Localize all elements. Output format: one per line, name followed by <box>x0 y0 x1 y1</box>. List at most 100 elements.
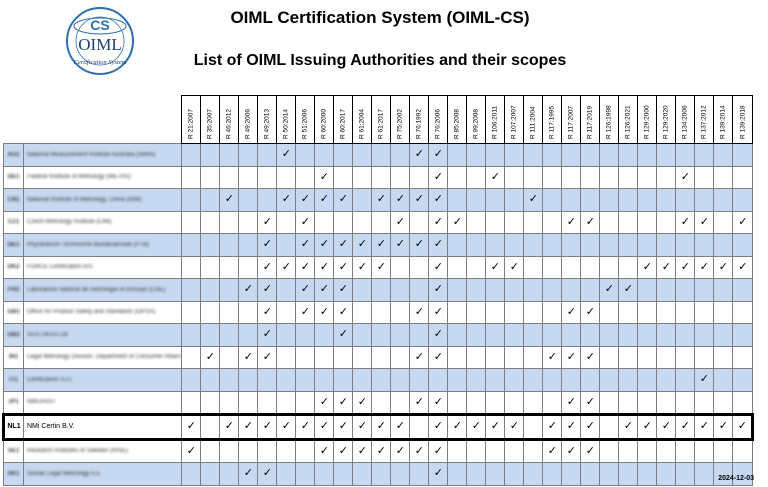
empty-cell <box>314 210 335 234</box>
check-mark-icon: ✓ <box>409 438 430 463</box>
empty-cell <box>352 345 373 369</box>
check-mark-icon: ✓ <box>694 210 715 234</box>
empty-cell <box>295 323 316 347</box>
empty-cell <box>314 143 335 167</box>
empty-cell <box>675 462 696 486</box>
empty-cell <box>656 233 677 257</box>
empty-cell <box>371 300 392 324</box>
check-mark-icon: ✓ <box>295 300 316 324</box>
authority-name-text: FORCE Certification A/S <box>27 264 93 271</box>
empty-cell <box>599 300 620 324</box>
empty-cell <box>219 438 240 463</box>
check-mark-icon: ✓ <box>257 462 278 486</box>
check-mark-icon: ✓ <box>713 413 734 441</box>
empty-cell <box>618 210 639 234</box>
authority-name-text: Office for Product Safety and Standards … <box>27 309 156 316</box>
empty-cell <box>542 165 563 189</box>
empty-cell <box>561 143 582 167</box>
check-mark-icon: ✓ <box>314 255 335 279</box>
authority-name-text: Research Institutes of Sweden (RISE) <box>27 448 129 455</box>
empty-cell <box>561 255 582 279</box>
empty-cell <box>238 255 259 279</box>
empty-cell <box>485 323 506 347</box>
empty-cell <box>485 438 506 463</box>
column-header-label: R 129:2000 <box>643 105 651 139</box>
empty-cell <box>409 255 430 279</box>
check-mark-icon: ✓ <box>352 390 373 415</box>
authority-code: CN1 <box>3 188 24 212</box>
empty-cell <box>656 278 677 302</box>
empty-cell <box>390 165 411 189</box>
empty-cell <box>181 278 202 302</box>
empty-cell <box>637 233 658 257</box>
empty-cell <box>238 390 259 415</box>
check-mark-icon: ✓ <box>314 390 335 415</box>
empty-cell <box>466 300 487 324</box>
column-header-label: R 35:2007 <box>206 109 214 139</box>
empty-cell <box>618 438 639 463</box>
authority-code-text: DK2 <box>7 264 20 271</box>
empty-cell <box>656 345 677 369</box>
empty-cell <box>675 143 696 167</box>
empty-cell <box>618 188 639 212</box>
authority-name: Office for Product Safety and Standards … <box>22 300 183 324</box>
oiml-cs-logo: CS OIML Certification System <box>52 4 148 78</box>
empty-cell <box>295 390 316 415</box>
authority-code-text: GB2 <box>7 331 20 338</box>
empty-cell <box>485 390 506 415</box>
empty-cell <box>504 143 525 167</box>
empty-cell <box>238 165 259 189</box>
column-header: R 99:2008 <box>466 95 487 144</box>
check-mark-icon: ✓ <box>656 255 677 279</box>
authority-code: FR2 <box>3 278 24 302</box>
empty-cell <box>314 368 335 392</box>
empty-cell <box>200 438 221 463</box>
check-mark-icon: ✓ <box>485 413 506 441</box>
empty-cell <box>599 255 620 279</box>
empty-cell <box>561 278 582 302</box>
check-mark-icon: ✓ <box>181 438 202 463</box>
check-mark-icon: ✓ <box>276 143 297 167</box>
column-header-label: R 51:2006 <box>301 109 309 139</box>
authority-name: NMIJ/AIST <box>22 390 183 415</box>
check-mark-icon: ✓ <box>542 345 563 369</box>
check-mark-icon: ✓ <box>390 188 411 212</box>
column-header-label: R 76:2006 <box>434 109 442 139</box>
empty-cell <box>523 413 544 441</box>
page-subtitle: List of OIML Issuing Authorities and the… <box>193 52 567 69</box>
empty-cell <box>637 165 658 189</box>
empty-cell <box>409 368 430 392</box>
column-header: R 61:2004 <box>352 95 373 144</box>
empty-cell <box>523 368 544 392</box>
check-mark-icon: ✓ <box>732 255 754 279</box>
column-header: R 117:2019 <box>580 95 601 144</box>
empty-cell <box>409 462 430 486</box>
empty-cell <box>599 165 620 189</box>
check-mark-icon: ✓ <box>428 188 449 212</box>
header-blank-name <box>23 95 182 144</box>
check-mark-icon: ✓ <box>675 165 696 189</box>
check-mark-icon: ✓ <box>428 438 449 463</box>
column-header: R 129:2000 <box>637 95 658 144</box>
check-mark-icon: ✓ <box>371 188 392 212</box>
table-row: IT1 Certification S.r.l. ✓ <box>3 368 754 392</box>
empty-cell <box>447 438 468 463</box>
check-mark-icon: ✓ <box>352 255 373 279</box>
authority-code: NL1 <box>2 413 24 441</box>
authority-name-text: Federal Institute of Metrology (METAS) <box>27 174 131 181</box>
check-mark-icon: ✓ <box>675 255 696 279</box>
authority-code: DK2 <box>3 255 24 279</box>
empty-cell <box>333 210 354 234</box>
check-mark-icon: ✓ <box>238 462 259 486</box>
authority-code-text: AU1 <box>7 151 20 158</box>
column-header: R 50:2014 <box>276 95 297 144</box>
check-mark-icon: ✓ <box>295 188 316 212</box>
empty-cell <box>428 368 449 392</box>
empty-cell <box>580 255 601 279</box>
empty-cell <box>732 345 754 369</box>
empty-cell <box>504 165 525 189</box>
empty-cell <box>447 390 468 415</box>
authority-code-text: IT1 <box>9 376 18 383</box>
empty-cell <box>580 323 601 347</box>
table-row: GB2 SGS UKAS Ltd ✓ ✓ ✓ <box>3 323 754 347</box>
